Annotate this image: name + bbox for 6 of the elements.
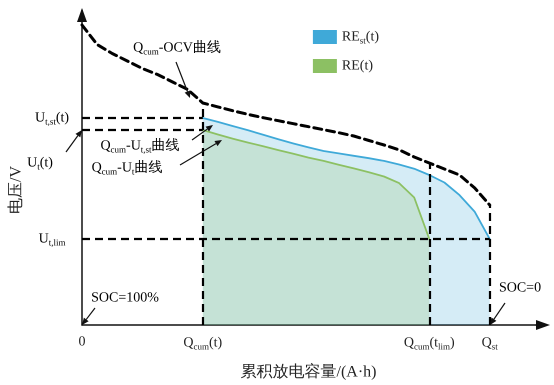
annotation: SOC=100% [91,290,160,306]
y-axis-title: 电压/V [6,166,24,214]
x-axis-title: 累积放电容量/(A·h) [240,362,376,380]
annotation: SOC=0 [498,280,542,296]
x-tick-label: 0 [78,334,86,350]
legend-label: RE(t) [342,58,374,74]
